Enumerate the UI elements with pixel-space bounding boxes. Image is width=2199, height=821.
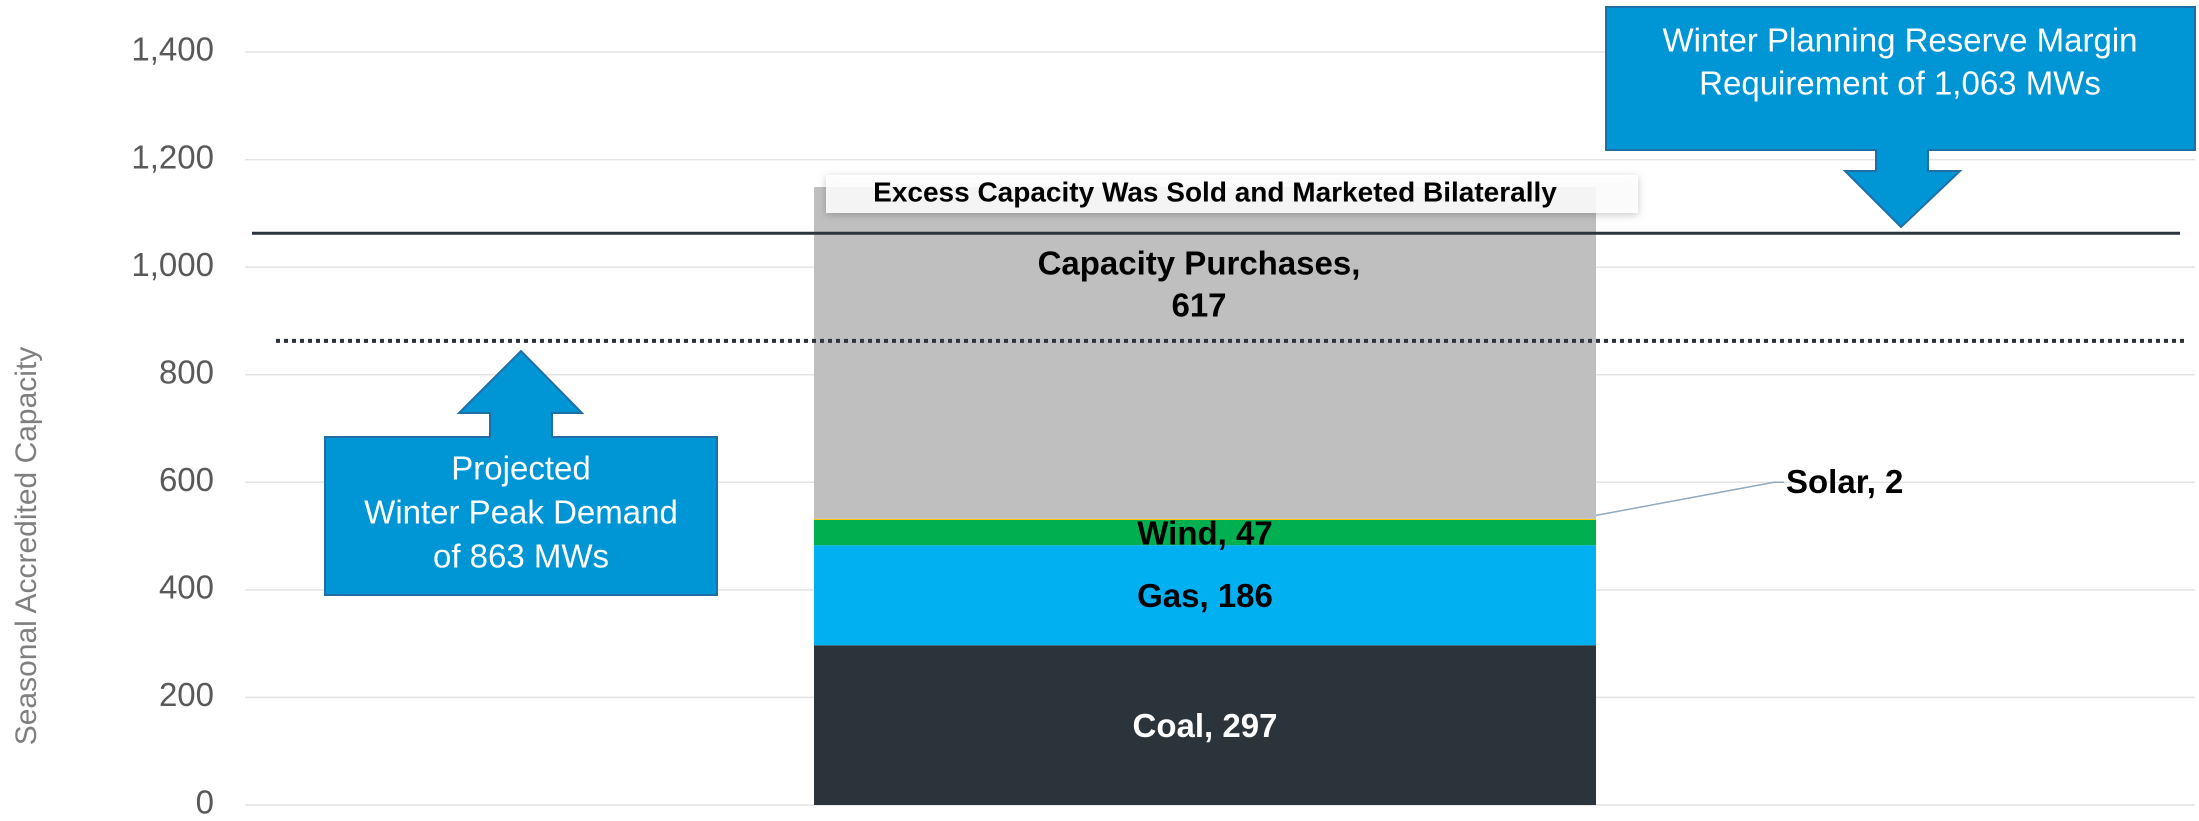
bar-segment: [814, 519, 1596, 546]
peak-callout-text: Winter Peak Demand: [364, 494, 678, 531]
reserve-callout-text: Winter Planning Reserve Margin: [1662, 22, 2137, 59]
y-tick-label: 800: [159, 353, 214, 390]
y-tick-label: 1,400: [131, 31, 214, 68]
leader-line: [1595, 481, 1784, 517]
segment-label: Gas, 186: [1137, 577, 1273, 614]
segment-label: Solar, 2: [1786, 463, 1903, 500]
y-tick-label: 1,000: [131, 246, 214, 283]
peak-callout-text: of 863 MWs: [433, 538, 609, 575]
bar-segment: [814, 518, 1596, 520]
bar-segment: [814, 545, 1596, 646]
peak-callout: [324, 349, 718, 596]
reserve-callout-text: Requirement of 1,063 MWs: [1699, 65, 2101, 102]
segment-label: 617: [1171, 287, 1226, 324]
reference-lines: [252, 231, 2185, 343]
bar-segment: [814, 187, 1596, 519]
y-tick-label: 600: [159, 461, 214, 498]
peak-callout-text: Projected: [451, 450, 590, 487]
segment-label: Capacity Purchases,: [1038, 245, 1361, 282]
bar-segment: [814, 645, 1596, 805]
bar-note: Excess Capacity Was Sold and Marketed Bi…: [873, 176, 1557, 207]
segment-label: Wind, 47: [1137, 514, 1272, 551]
annotations: Excess Capacity Was Sold and Marketed Bi…: [324, 6, 2196, 596]
segment-label: Coal, 297: [1133, 707, 1278, 744]
y-tick-label: 200: [159, 676, 214, 713]
y-axis-title: Seasonal Accredited Capacity: [10, 347, 43, 746]
bars: [814, 187, 1596, 805]
y-tick-label: 0: [196, 784, 214, 821]
reserve-callout: [1605, 6, 2196, 229]
y-tick-label: 1,200: [131, 138, 214, 175]
y-tick-label: 400: [159, 569, 214, 606]
note-box: [826, 175, 1638, 213]
labels: 0 200 400 600 800 1,000 1,200 1,400 Coal, 297 Gas…: [131, 31, 1903, 821]
